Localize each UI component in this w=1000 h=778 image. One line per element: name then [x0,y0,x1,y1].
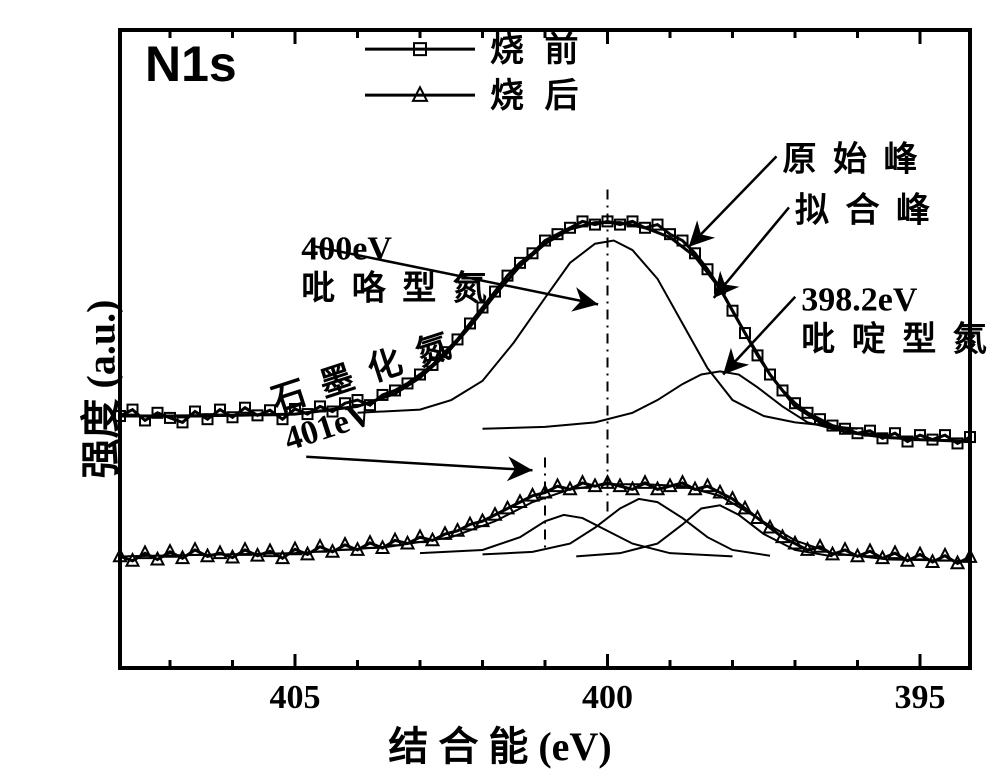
svg-text:398.2eV: 398.2eV [801,282,918,319]
svg-text:吡 啶 型 氮: 吡 啶 型 氮 [801,321,991,359]
x-tick-label: 405 [270,679,321,716]
annotation: 拟 合 峰 [795,191,934,229]
annotation: 400eV吡 咯 型 氮 [301,231,491,308]
annotation: 398.2eV吡 啶 型 氮 [801,282,991,359]
xps-n1s-chart: 强度 (a.u.) 结 合 能 (eV) 395 400 405 N1s 烧 前烧 后 4… [0,0,1000,778]
annotation: 石 墨 化 氮401eV [266,326,471,459]
annotation: 原 始 峰 [783,140,922,178]
annotation-arrow [723,297,795,375]
legend-label: 烧 前 [490,31,585,69]
annotation-arrow [714,207,789,298]
x-tick-label: 400 [582,679,633,716]
x-axis-label: 结 合 能 (eV) [0,714,1000,772]
annotation-arrow [689,156,777,247]
svg-text:拟 合 峰: 拟 合 峰 [795,191,934,229]
svg-text:400eV: 400eV [301,231,392,268]
x-tick-label: 395 [895,679,946,716]
y-axis-label: 强度 (a.u.) [68,300,126,479]
annotation-arrow [306,457,532,470]
plot-svg: 395 400 405 N1s 烧 前烧 后 400eV吡 咯 型 氮 原 始 峰拟 合 峰… [0,0,1000,778]
legend-label: 烧 后 [490,77,585,115]
corner-label: N1s [145,36,237,92]
svg-text:原 始 峰: 原 始 峰 [783,140,922,178]
